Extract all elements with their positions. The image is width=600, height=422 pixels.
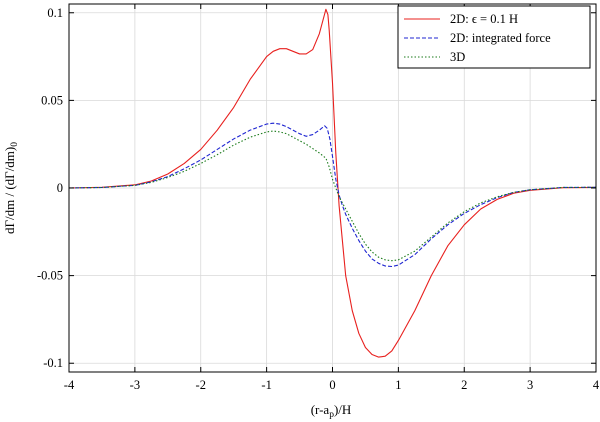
y-tick-labels: -0.1 -0.05 0 0.05 0.1 <box>37 6 63 370</box>
x-tick-labels: -4 -3 -2 -1 0 1 2 3 4 <box>64 378 600 392</box>
y-tick-label: -0.1 <box>43 356 63 370</box>
x-tick-label: -3 <box>130 378 140 392</box>
y-tick-label: 0 <box>57 181 63 195</box>
x-tick-label: 1 <box>395 378 401 392</box>
legend-box <box>397 5 591 69</box>
y-tick-label: -0.05 <box>37 269 63 283</box>
x-tick-label: -4 <box>64 378 75 392</box>
axis-ticks <box>68 4 597 372</box>
x-tick-label: -2 <box>196 378 206 392</box>
series-line-2 <box>68 122 597 268</box>
series-line-1 <box>68 8 597 358</box>
y-tick-label: 0.1 <box>47 6 63 20</box>
series-line-3 <box>68 130 597 262</box>
x-tick-label: -1 <box>261 378 271 392</box>
legend: 2D: ϵ = 0.1 H 2D: integrated force 3D <box>397 5 591 69</box>
x-tick-label: 3 <box>527 378 533 392</box>
x-tick-label: 2 <box>461 378 467 392</box>
y-axis-label: dΓ/dm / (dΓ/dm)0 <box>2 142 20 234</box>
y-tick-label: 0.05 <box>41 93 63 107</box>
legend-label-3: 3D <box>450 50 465 64</box>
x-axis-label: (r-ap)/H <box>311 402 352 420</box>
legend-label-1: 2D: ϵ = 0.1 H <box>450 12 518 26</box>
x-tick-label: 4 <box>593 378 600 392</box>
x-tick-label: 0 <box>329 378 335 392</box>
legend-label-2: 2D: integrated force <box>450 31 551 45</box>
series-layer <box>68 8 597 358</box>
